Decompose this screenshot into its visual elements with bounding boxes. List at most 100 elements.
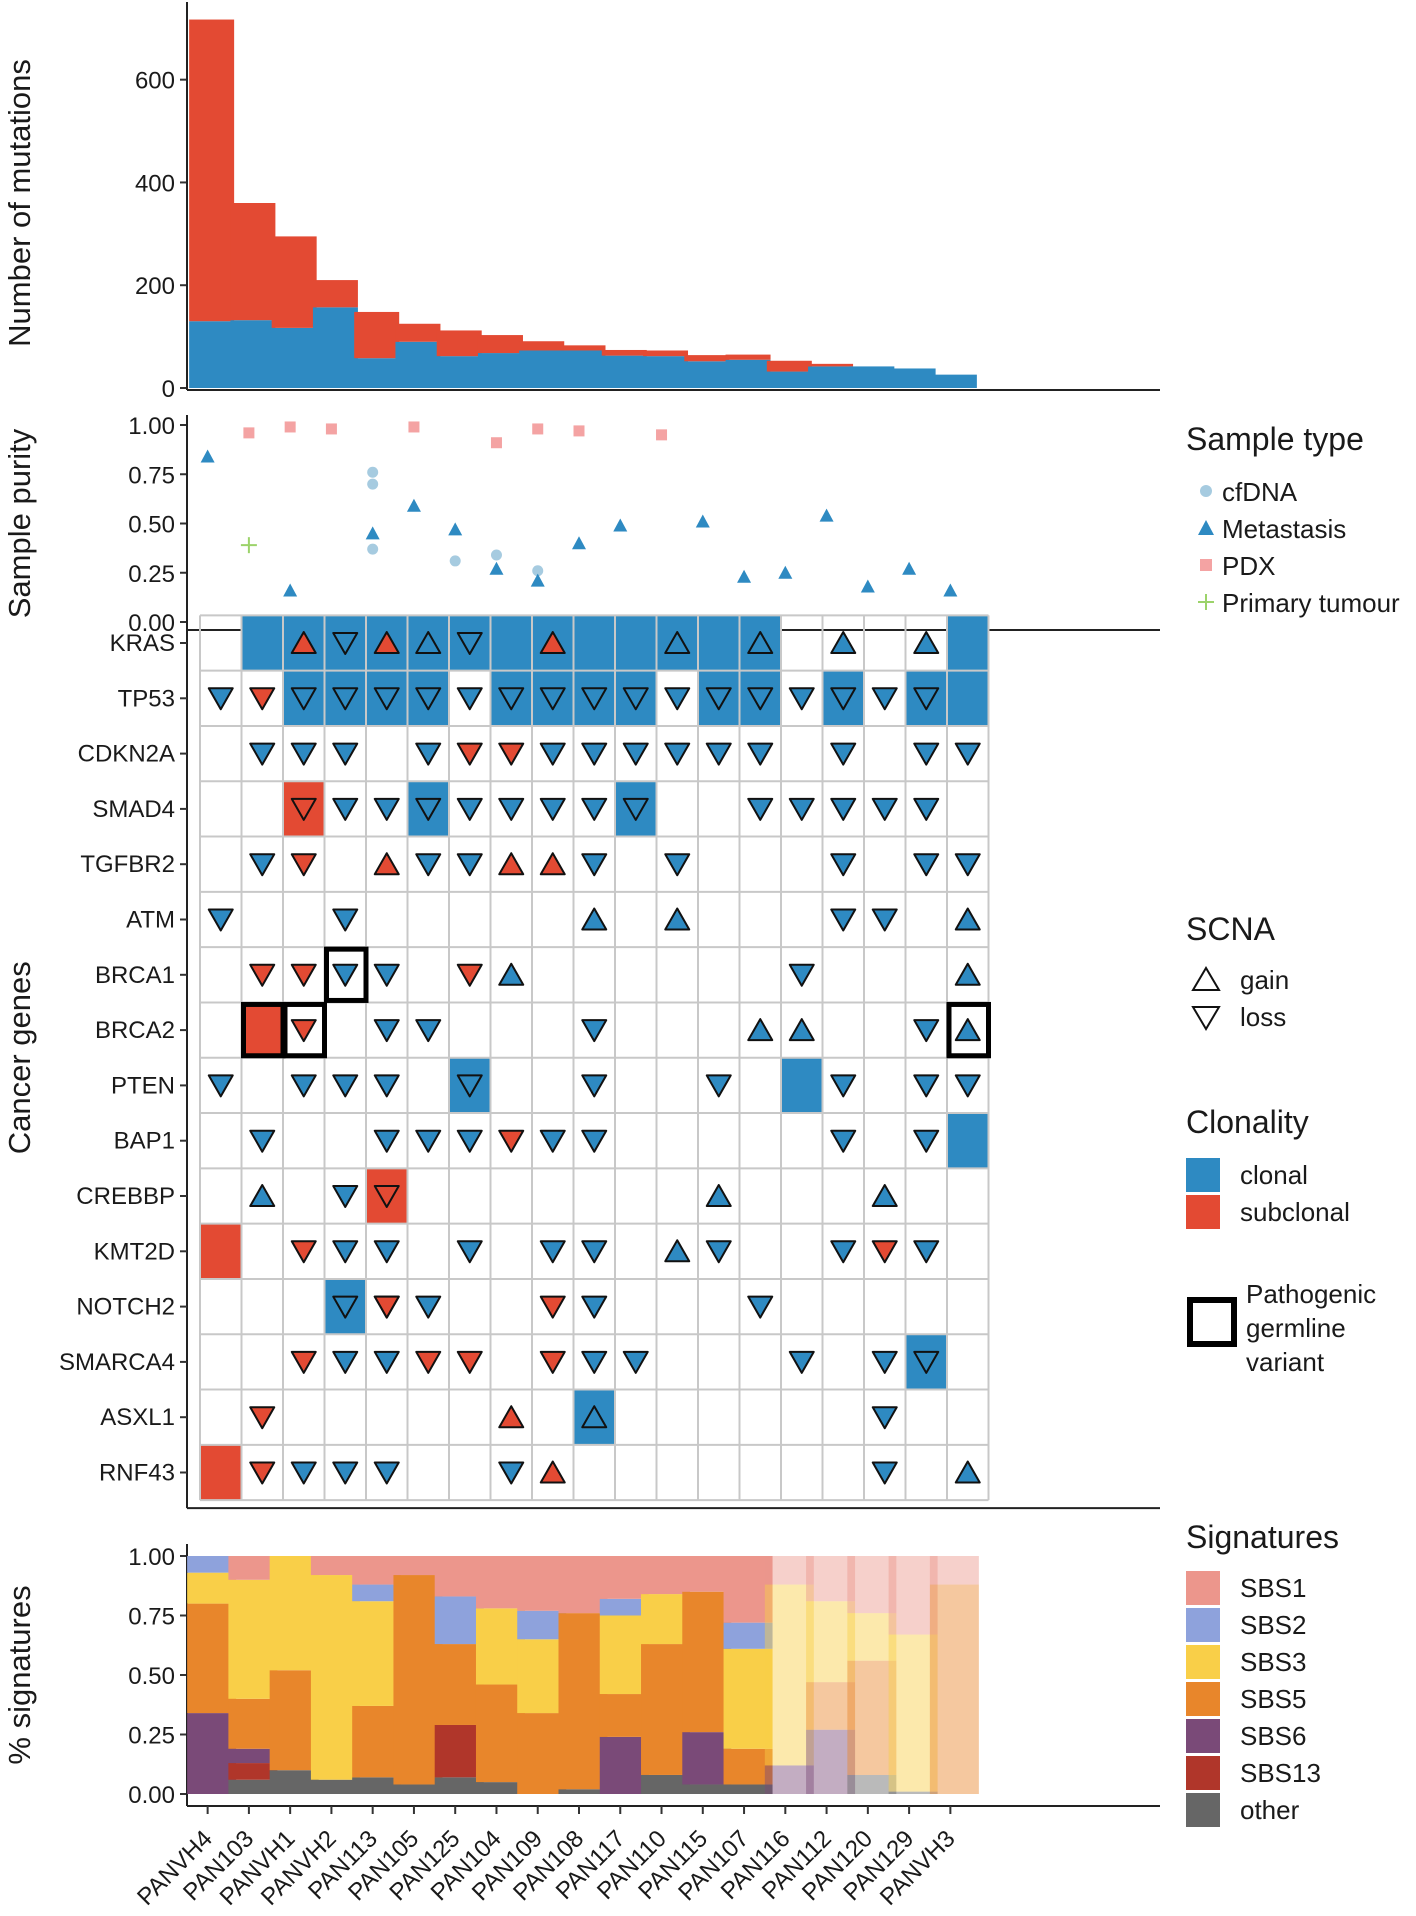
loss-clonal-icon (415, 1129, 442, 1153)
loss-icon (622, 797, 649, 821)
sig-bar-sbs3 (888, 1634, 938, 1792)
bar-clonal (189, 321, 235, 388)
loss-subclonal-icon (456, 742, 483, 766)
gene-label-notch2: NOTCH2 (76, 1294, 175, 1321)
gain-clonal-icon (954, 962, 981, 986)
y-tick-label: 400 (135, 170, 175, 197)
cell-clonal (656, 615, 698, 671)
loss-clonal-icon (332, 1185, 359, 1208)
gain-subclonal-icon (498, 852, 525, 876)
bar-clonal (808, 366, 854, 388)
sig-bar-sbs2 (517, 1610, 567, 1640)
loss-clonal-icon (954, 853, 981, 877)
point-metastasis (778, 565, 793, 579)
sig-bar-sbs3 (517, 1639, 567, 1714)
loss-subclonal-icon (249, 963, 276, 987)
loss-clonal-icon (207, 1074, 234, 1098)
sig-bar-sbs3 (723, 1648, 773, 1749)
sig-bar-sbs2 (187, 1556, 237, 1573)
sig-bar-sbs1 (806, 1556, 856, 1602)
gain-subclonal-icon (373, 852, 400, 876)
loss-clonal-icon (456, 1129, 483, 1153)
point-metastasis (406, 498, 421, 512)
loss-subclonal-icon (290, 1240, 317, 1264)
loss-icon (456, 632, 483, 655)
loss-subclonal-icon (290, 1350, 317, 1374)
purity-panel: 0.00 0.25 0.50 0.75 1.00 Sample purity (2, 413, 1160, 637)
gene-label-smarca4: SMARCA4 (59, 1349, 175, 1376)
sig-bar-sbs5 (847, 1660, 897, 1775)
point-cfdna (367, 466, 379, 478)
y-tick-label: 0.50 (128, 512, 175, 539)
y-axis-title: Number of mutations (2, 59, 37, 347)
sig-bar-other (475, 1782, 525, 1794)
legend-label-sbs6: SBS6 (1240, 1721, 1307, 1751)
gain-subclonal-icon (539, 852, 566, 876)
pdx-icon (1200, 559, 1212, 571)
loss-clonal-icon (954, 1074, 981, 1098)
gain-clonal-icon (664, 1239, 691, 1263)
gain-clonal-icon (664, 907, 691, 931)
loss-subclonal-icon (249, 1406, 276, 1430)
sig-bar-other (682, 1784, 732, 1794)
point-metastasis (902, 561, 917, 575)
loss-clonal-icon (332, 742, 359, 766)
y-tick-label: 0.75 (128, 1604, 175, 1631)
mutations-panel: 0 200 400 600 Number of mutations (2, 2, 1160, 403)
gain-icon (747, 631, 774, 654)
sig-bar-sbs2 (352, 1584, 402, 1602)
gain-clonal-icon (498, 962, 525, 986)
loss-icon (290, 687, 317, 711)
loss-subclonal-icon (290, 853, 317, 877)
legend-label-primary-tumour: Primary tumour (1222, 588, 1400, 618)
cell-clonal (947, 1113, 989, 1169)
loss-clonal-icon (249, 742, 276, 766)
sig-bar-sbs1 (558, 1556, 608, 1614)
gain-subclonal-icon (539, 1460, 566, 1484)
cell-clonal (781, 1057, 823, 1114)
loss-icon (830, 687, 857, 711)
gene-label-smad4: SMAD4 (92, 796, 175, 823)
signatures-panel: 0.00 0.25 0.50 0.75 1.00 % signatures (2, 1544, 1160, 1809)
germline-box (946, 1001, 991, 1059)
loss-clonal-icon (581, 1019, 608, 1043)
loss-clonal-icon (539, 742, 566, 766)
point-metastasis (365, 526, 380, 540)
loss-clonal-icon (498, 797, 525, 821)
legend-title-scna: SCNA (1186, 911, 1276, 947)
bar-clonal (271, 327, 317, 388)
loss-clonal-icon (207, 687, 234, 711)
loss-subclonal-icon (539, 1295, 566, 1319)
loss-clonal-icon (332, 1461, 359, 1485)
sig-bar-sbs3 (187, 1572, 237, 1604)
y-tick-label: 0.25 (128, 1723, 175, 1750)
point-cfdna (367, 543, 379, 555)
gain-clonal-icon (954, 1018, 981, 1042)
loss-clonal-icon (664, 687, 691, 711)
sig-bar-sbs1 (764, 1556, 814, 1585)
point-metastasis (819, 508, 834, 522)
gain-clonal-icon (913, 631, 940, 654)
bar-subclonal (725, 354, 771, 360)
y-tick-label: 0 (162, 376, 175, 403)
loss-icon (415, 797, 442, 821)
bar-subclonal (643, 350, 689, 357)
bar-clonal (931, 374, 977, 388)
sig-bar-sbs5 (641, 1644, 691, 1775)
cell-clonal (573, 1389, 615, 1445)
loss-clonal-icon (207, 908, 234, 932)
loss-clonal-icon (373, 1074, 400, 1098)
loss-clonal-icon (871, 1461, 898, 1485)
cell-clonal (615, 615, 657, 671)
cell-clonal (822, 670, 864, 726)
bar-clonal (477, 353, 523, 388)
gene-label-tp53: TP53 (118, 685, 175, 712)
sig-bar-sbs3 (599, 1615, 649, 1695)
legend-label-sbs5: SBS5 (1240, 1684, 1307, 1714)
y-axis-title: Cancer genes (2, 961, 37, 1154)
cell-subclonal (283, 781, 325, 837)
loss-subclonal-icon (415, 1350, 442, 1374)
point-metastasis (695, 514, 710, 528)
cell-clonal (324, 615, 366, 671)
sig-bar-sbs13 (434, 1724, 484, 1778)
